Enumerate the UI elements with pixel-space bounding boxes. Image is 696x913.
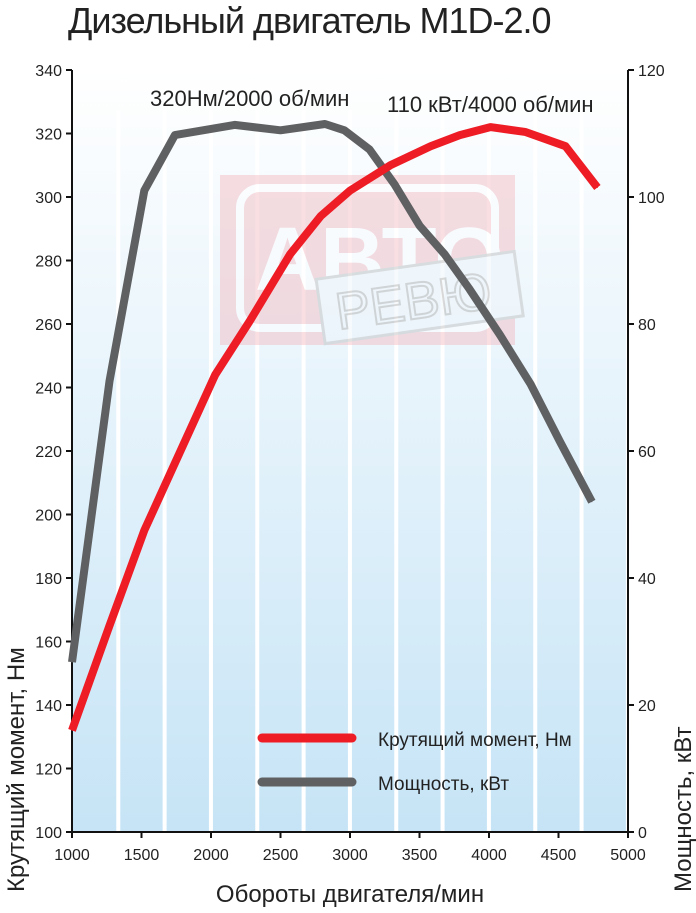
- data-point: [143, 529, 145, 531]
- data-point: [368, 148, 370, 150]
- y-tick-label: 120: [35, 762, 62, 779]
- data-point: [349, 190, 351, 192]
- data-point: [234, 124, 236, 126]
- annotation-torque-peak: 320Нм/2000 об/мин: [150, 86, 349, 111]
- data-point: [249, 320, 251, 322]
- y-tick-label: 220: [35, 444, 62, 461]
- data-point: [109, 625, 111, 627]
- x-tick-label: 2500: [263, 847, 299, 864]
- y2-tick-label: 80: [638, 317, 656, 334]
- data-point: [459, 134, 461, 136]
- data-point: [143, 190, 145, 192]
- y-tick-label: 140: [35, 698, 62, 715]
- data-point: [393, 183, 395, 185]
- y2-tick-label: 0: [638, 825, 647, 842]
- series-line: [68, 123, 601, 732]
- y2-tick-label: 100: [638, 190, 665, 207]
- x-tick-label: 3500: [402, 847, 438, 864]
- y2-tick-label: 120: [638, 63, 665, 80]
- data-point: [324, 123, 326, 125]
- watermark-logo: АВТО РЕВЮ: [220, 175, 525, 346]
- y-tick-label: 340: [35, 63, 62, 80]
- annotation-power-peak: 110 кВт/4000 об/мин: [387, 92, 594, 117]
- y-tick-label: 280: [35, 254, 62, 271]
- y2-tick-label: 20: [638, 698, 656, 715]
- data-point: [174, 134, 176, 136]
- legend-label: Крутящий момент, Нм: [378, 730, 572, 751]
- data-point: [280, 129, 281, 131]
- data-point: [320, 215, 322, 217]
- data-point: [596, 186, 598, 188]
- data-point: [71, 661, 73, 663]
- x-tick-label: 2000: [193, 847, 229, 864]
- y2-tick-label: 60: [638, 444, 656, 461]
- data-point: [289, 253, 291, 255]
- data-point: [214, 374, 216, 376]
- y2-axis-label: Мощность, кВт: [670, 727, 696, 893]
- y-tick-label: 200: [35, 508, 62, 525]
- data-point: [564, 145, 566, 147]
- x-axis-label: Обороты двигателя/мин: [216, 881, 484, 908]
- data-point: [343, 129, 345, 131]
- x-tick-label: 3000: [332, 847, 368, 864]
- data-point: [524, 131, 526, 133]
- y2-tick-label: 40: [638, 571, 656, 588]
- x-tick-label: 4000: [471, 847, 507, 864]
- y-tick-label: 240: [35, 381, 62, 398]
- y-tick-label: 300: [35, 190, 62, 207]
- y-axis-label: Крутящий момент, Нм: [3, 647, 30, 892]
- x-tick-label: 5000: [610, 847, 646, 864]
- data-point: [559, 440, 561, 442]
- y-tick-label: 260: [35, 317, 62, 334]
- data-point: [419, 225, 420, 227]
- x-tick-label: 4500: [541, 847, 577, 864]
- data-point: [109, 380, 111, 382]
- data-point: [489, 126, 491, 128]
- data-point: [499, 334, 501, 336]
- svg-text:АВТО: АВТО: [255, 210, 504, 310]
- data-point: [430, 145, 432, 147]
- data-point: [178, 453, 180, 455]
- data-point: [71, 729, 73, 731]
- data-point: [444, 253, 446, 255]
- x-tick-label: 1500: [124, 847, 160, 864]
- x-tick-label: 1000: [54, 847, 90, 864]
- data-point: [591, 501, 593, 503]
- data-point: [389, 164, 391, 166]
- y-tick-label: 160: [35, 635, 62, 652]
- data-point: [530, 383, 532, 385]
- data-point: [469, 288, 471, 290]
- y-tick-label: 100: [35, 825, 62, 842]
- y-tick-label: 180: [35, 571, 62, 588]
- y-tick-label: 320: [35, 127, 62, 144]
- legend-label: Мощность, кВт: [378, 774, 509, 795]
- chart-title: Дизельный двигатель M1D-2.0: [68, 0, 552, 41]
